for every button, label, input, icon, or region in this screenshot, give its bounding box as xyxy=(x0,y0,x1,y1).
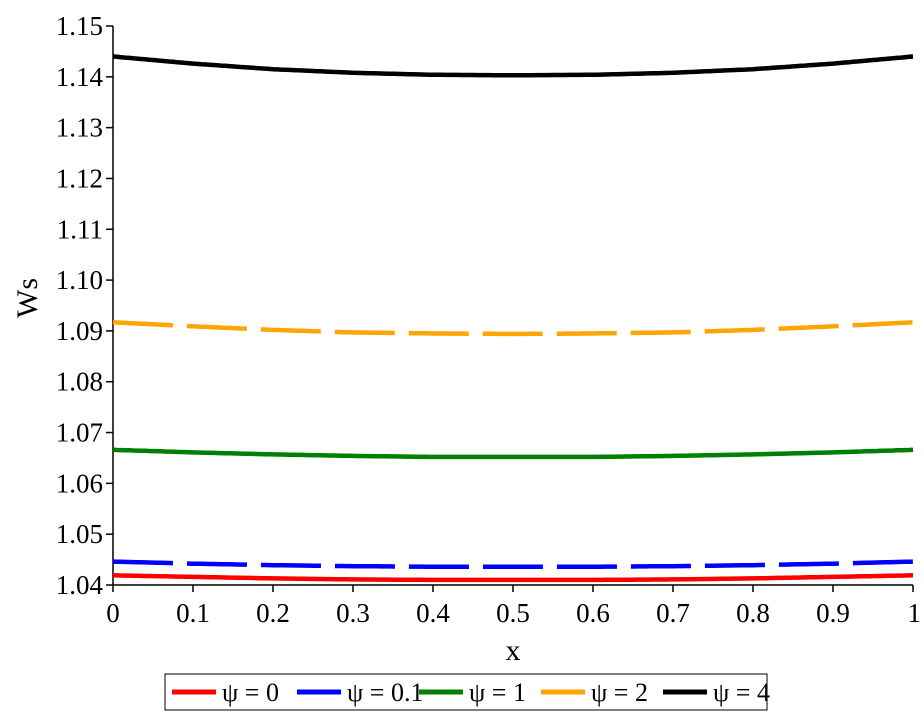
legend: ψ = 0 ψ = 0.1 ψ = 1 ψ = 2 ψ = 4 xyxy=(164,673,770,711)
series-line xyxy=(112,54,914,78)
y-tick-label: 1.06 xyxy=(56,468,103,498)
y-tick-label: 1.10 xyxy=(56,265,103,295)
x-tick-label: 0.8 xyxy=(736,598,770,628)
series-line xyxy=(112,559,914,569)
series-line xyxy=(112,320,914,337)
y-ticks: 1.04 1.05 1.06 1.07 1.08 1.09 1.10 1.11 1.12 1.13… xyxy=(56,11,113,600)
y-tick-label: 1.14 xyxy=(56,62,104,92)
x-tick-label: 0.6 xyxy=(576,598,610,628)
legend-label: ψ = 4 xyxy=(713,678,770,707)
legend-label: ψ = 0.1 xyxy=(347,678,423,707)
x-tick-label: 0 xyxy=(106,598,120,628)
legend-label: ψ = 2 xyxy=(591,678,648,707)
y-axis-label: Ws xyxy=(11,278,44,318)
x-tick-label: 0.5 xyxy=(496,598,530,628)
series-line xyxy=(112,573,914,583)
y-tick-label: 1.07 xyxy=(56,418,103,448)
y-tick-label: 1.04 xyxy=(56,570,104,600)
x-tick-label: 1 xyxy=(908,598,922,628)
y-tick-label: 1.08 xyxy=(56,367,103,397)
y-tick-label: 1.09 xyxy=(56,316,103,346)
y-tick-label: 1.11 xyxy=(57,214,103,244)
y-tick-label: 1.12 xyxy=(56,163,103,193)
series-line xyxy=(112,447,914,460)
legend-label: ψ = 0 xyxy=(222,678,279,707)
series-group xyxy=(112,54,914,583)
x-axis-label: x xyxy=(506,634,521,667)
legend-items: ψ = 0 ψ = 0.1 ψ = 1 ψ = 2 ψ = 4 xyxy=(172,678,770,707)
y-tick-label: 1.15 xyxy=(56,11,103,41)
plot-area xyxy=(112,26,914,586)
legend-label: ψ = 1 xyxy=(469,678,526,707)
x-tick-label: 0.4 xyxy=(416,598,450,628)
x-tick-label: 0.1 xyxy=(176,598,210,628)
x-tick-label: 0.2 xyxy=(256,598,290,628)
x-tick-label: 0.3 xyxy=(336,598,370,628)
x-ticks: 0 0.1 0.2 0.3 0.4 0.5 0.6 0.7 0.8 0.9 1 xyxy=(106,585,921,628)
x-tick-label: 0.9 xyxy=(816,598,850,628)
y-tick-label: 1.13 xyxy=(56,113,103,143)
x-tick-label: 0.7 xyxy=(656,598,690,628)
y-tick-label: 1.05 xyxy=(56,519,103,549)
